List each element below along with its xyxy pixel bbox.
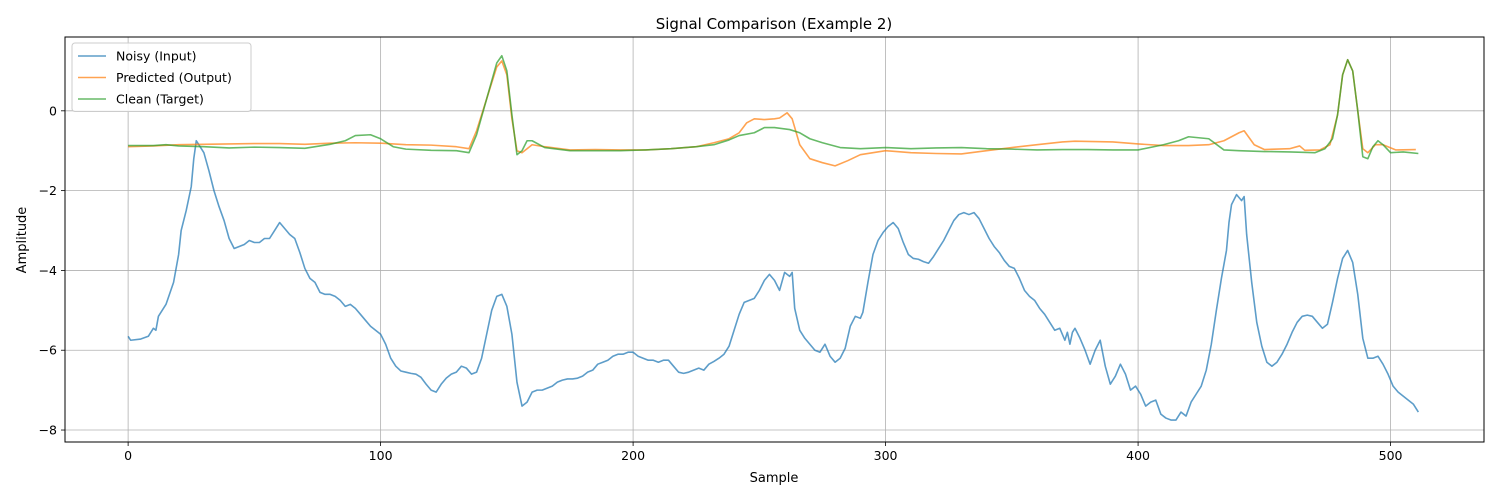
x-tick-label: 300 (874, 448, 898, 463)
x-tick-label: 400 (1126, 448, 1150, 463)
x-axis-title: Sample (750, 471, 799, 486)
legend-box (71, 42, 252, 112)
y-axis-title: Amplitude (15, 207, 30, 274)
x-tick-label: 500 (1379, 448, 1403, 463)
y-tick-label: −6 (39, 343, 57, 358)
plot-frame (64, 36, 1485, 443)
legend: Noisy (Input) Predicted (Output) Clean (Ta… (71, 42, 252, 112)
series-layer (127, 54, 1420, 421)
y-tick-label: −8 (39, 423, 57, 438)
grid-layer (65, 37, 1484, 442)
x-tick-label: 100 (369, 448, 393, 463)
y-tick-label: −4 (39, 263, 57, 278)
x-tick-label: 0 (124, 448, 132, 463)
tick-layer: 0 100 200 300 400 500 −8 −6 −4 −2 0 (39, 103, 1403, 463)
series-line-3 (128, 54, 1419, 160)
legend-label: Noisy (Input) (116, 49, 196, 64)
chart-title: Signal Comparison (Example 2) (656, 15, 893, 33)
series-line-1 (127, 139, 1420, 421)
x-tick-label: 200 (621, 448, 645, 463)
y-tick-label: −2 (39, 183, 57, 198)
y-tick-label: 0 (49, 103, 57, 118)
legend-label: Clean (Target) (116, 92, 204, 107)
legend-label: Predicted (Output) (116, 70, 232, 85)
